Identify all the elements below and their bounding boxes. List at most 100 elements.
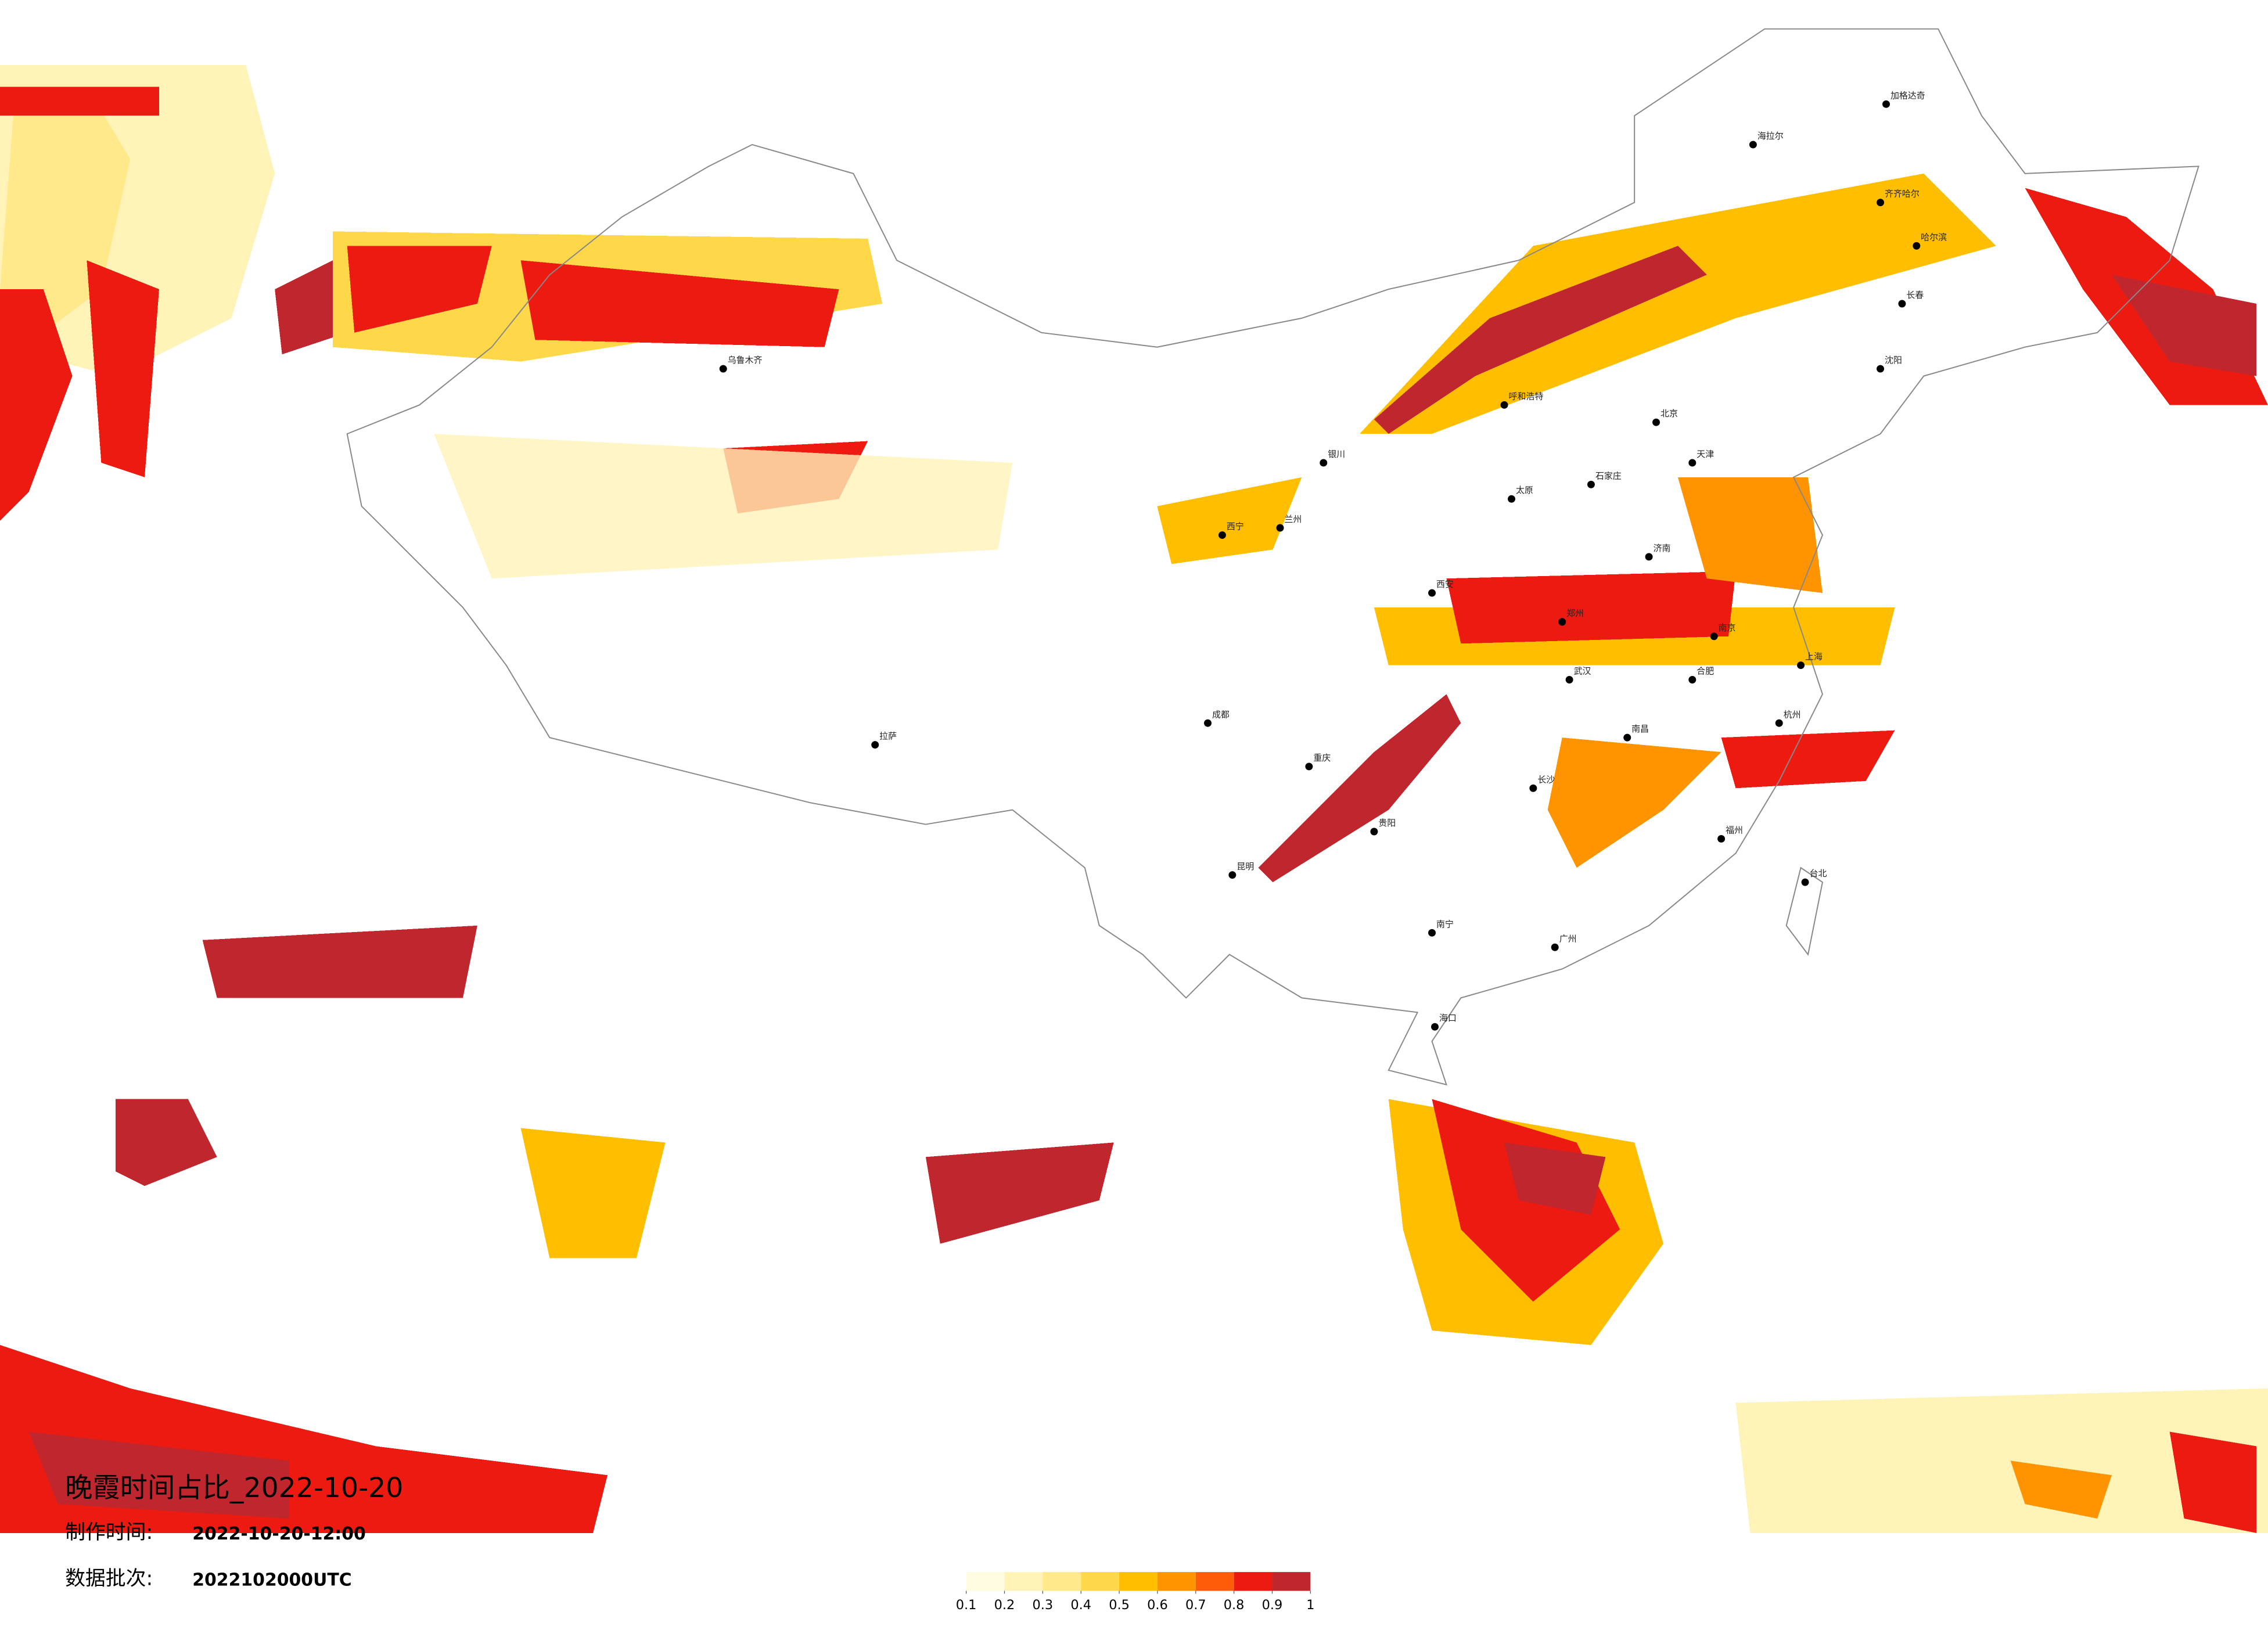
city-label: 上海	[1805, 652, 1823, 662]
city-dot	[1587, 480, 1595, 488]
city-label: 郑州	[1566, 608, 1584, 618]
city-label: 长沙	[1537, 774, 1555, 785]
batch-label: 数据批次:	[65, 1567, 153, 1591]
city-label: 石家庄	[1595, 470, 1622, 481]
city-label: 昆明	[1237, 861, 1254, 872]
legend-swatch	[1157, 1572, 1196, 1591]
legend-tick-label: 0.3	[1033, 1598, 1054, 1613]
city-dot	[1913, 242, 1921, 250]
city-dot	[1320, 459, 1328, 467]
city-label: 西安	[1436, 579, 1454, 589]
city-dot	[1688, 676, 1696, 684]
city-dot	[1797, 661, 1805, 670]
city-dot	[1228, 871, 1237, 879]
city-dot	[1623, 733, 1631, 742]
city-label: 合肥	[1696, 666, 1714, 677]
city-label: 哈尔滨	[1921, 232, 1947, 242]
city-dot	[1801, 878, 1809, 886]
city-dot	[1529, 784, 1537, 792]
city-dot	[1898, 300, 1906, 308]
legend-swatch	[1004, 1572, 1043, 1591]
city-label: 重庆	[1313, 753, 1331, 763]
city-label: 海口	[1439, 1013, 1457, 1023]
legend-swatch	[1081, 1572, 1120, 1591]
city-dot	[1204, 719, 1212, 727]
legend-swatch	[966, 1572, 1005, 1591]
city-label: 银川	[1328, 449, 1345, 459]
city-dot	[1877, 365, 1885, 373]
legend-tick-label: 1	[1306, 1598, 1314, 1613]
legend-tick-label: 0.4	[1070, 1598, 1091, 1613]
city-label: 贵阳	[1378, 818, 1396, 828]
legend-tick-label: 0.7	[1185, 1598, 1206, 1613]
made-time-label: 制作时间:	[65, 1521, 153, 1544]
city-dot	[1428, 589, 1436, 597]
legend: 0.1 0.2 0.3 0.4 0.5 0.6 0.7 0.8 0.9 1	[956, 1572, 1314, 1613]
city-dot	[1775, 719, 1783, 727]
city-label: 长春	[1906, 290, 1924, 300]
city-dot	[719, 365, 727, 373]
city-label: 太原	[1516, 485, 1533, 495]
legend-swatch	[1195, 1572, 1234, 1591]
city-label: 南宁	[1436, 919, 1454, 929]
city-dot	[871, 741, 879, 749]
heatmap	[0, 65, 2268, 1533]
map-title: 晚霞时间占比_2022-10-20	[65, 1472, 403, 1504]
legend-tick-label: 0.5	[1109, 1598, 1130, 1613]
city-dot	[1877, 199, 1885, 207]
city-dot	[1218, 531, 1226, 539]
city-dot	[1370, 828, 1378, 836]
city-label: 济南	[1654, 543, 1671, 553]
legend-swatch	[1119, 1572, 1158, 1591]
city-label: 沈阳	[1885, 355, 1902, 365]
city-dot	[1431, 1023, 1439, 1031]
city-dot	[1500, 401, 1508, 409]
city-dot	[1749, 141, 1757, 149]
city-label: 南昌	[1631, 724, 1649, 734]
legend-tick-label: 0.9	[1262, 1598, 1283, 1613]
taiwan-outline	[1785, 866, 1824, 956]
city-dot	[1428, 929, 1436, 937]
made-time-value: 2022-10-20-12:00	[192, 1524, 366, 1544]
city-dot	[1688, 459, 1696, 467]
city-dot	[1565, 676, 1573, 684]
city-label: 武汉	[1574, 666, 1591, 677]
city-label: 南京	[1719, 623, 1736, 633]
city-label: 广州	[1559, 933, 1577, 944]
city-label: 加格达奇	[1890, 90, 1925, 100]
city-label: 成都	[1212, 709, 1230, 720]
city-dot	[1717, 834, 1726, 843]
legend-tick-label: 0.1	[956, 1598, 977, 1613]
city-dot	[1882, 100, 1890, 108]
city-dot	[1652, 418, 1660, 426]
city-label: 台北	[1810, 868, 1827, 879]
city-label: 海拉尔	[1757, 131, 1784, 141]
batch-value: 2022102000UTC	[192, 1570, 351, 1591]
city-label: 呼和浩特	[1509, 391, 1544, 401]
city-dot	[1710, 632, 1718, 641]
legend-swatch	[1234, 1572, 1273, 1591]
city-dot	[1558, 618, 1566, 626]
legend-swatch	[1272, 1572, 1311, 1591]
city-label: 北京	[1660, 408, 1678, 419]
city-label: 天津	[1696, 449, 1714, 459]
legend-tick-label: 0.2	[994, 1598, 1015, 1613]
city-label: 拉萨	[879, 731, 897, 742]
city-label: 兰州	[1285, 514, 1302, 524]
legend-tick-label: 0.6	[1147, 1598, 1168, 1613]
city-dot	[1276, 524, 1284, 532]
china-outline	[346, 28, 2199, 1086]
legend-swatch	[1043, 1572, 1081, 1591]
city-dot	[1551, 943, 1559, 951]
city-label: 福州	[1726, 825, 1743, 835]
city-dot	[1508, 495, 1515, 503]
city-label: 杭州	[1784, 709, 1801, 720]
city-label: 齐齐哈尔	[1885, 189, 1920, 199]
city-label: 西宁	[1227, 521, 1244, 532]
city-label: 乌鲁木齐	[728, 355, 763, 365]
city-dot	[1305, 762, 1313, 771]
legend-tick-label: 0.8	[1224, 1598, 1245, 1613]
